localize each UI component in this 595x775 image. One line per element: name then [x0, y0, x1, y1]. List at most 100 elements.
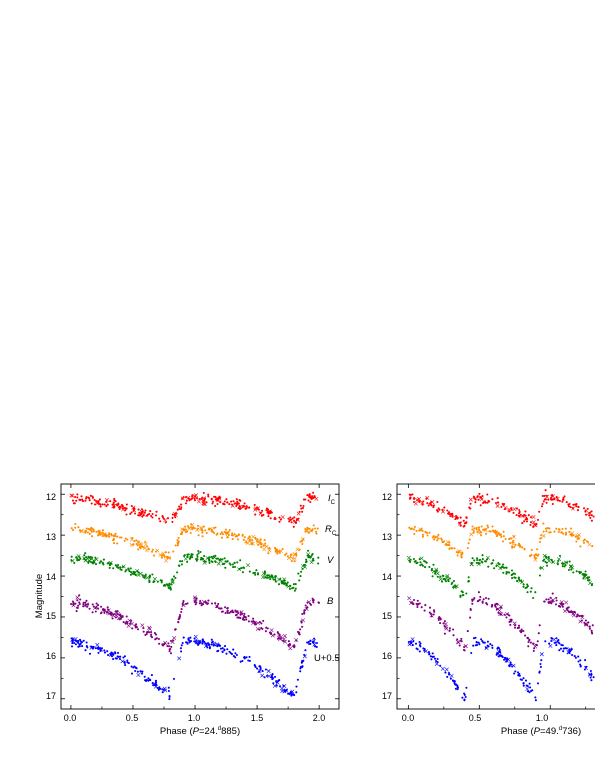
right-ytick-label: 15 [382, 611, 392, 621]
data-point-b [116, 616, 121, 621]
data-point-i [577, 505, 580, 509]
data-point-i [531, 515, 536, 520]
data-point-u [301, 660, 304, 663]
data-point-v [176, 571, 179, 574]
data-point-i [463, 522, 466, 525]
data-point-b [200, 602, 203, 605]
data-point-v [191, 556, 194, 559]
data-point-u [143, 675, 146, 678]
data-point-v [301, 567, 304, 571]
data-point-v [87, 561, 90, 564]
data-point-r [163, 555, 166, 558]
data-point-i [477, 498, 480, 501]
data-point-u [555, 637, 558, 640]
data-point-v [425, 561, 428, 564]
data-point-b [105, 610, 110, 615]
data-point-r [86, 531, 89, 534]
data-point-b [309, 602, 312, 605]
data-point-u [206, 646, 209, 649]
data-point-v [502, 571, 505, 574]
data-point-b [261, 627, 264, 630]
data-point-b [559, 605, 562, 608]
data-point-i [500, 505, 503, 508]
data-point-i [104, 498, 109, 503]
data-point-v [435, 571, 440, 576]
data-point-b [456, 638, 459, 641]
data-point-i [586, 507, 589, 510]
band-label-b: B [327, 596, 334, 607]
data-point-r [220, 536, 224, 539]
data-point-i [459, 516, 462, 519]
data-point-u [123, 655, 126, 658]
data-point-u [299, 670, 302, 673]
data-point-b [295, 639, 298, 642]
data-point-v [231, 563, 234, 566]
data-point-i [292, 525, 295, 528]
data-point-i [449, 515, 452, 518]
data-point-r [478, 529, 481, 532]
data-point-i [125, 507, 128, 510]
data-point-u [315, 641, 318, 645]
data-point-i [202, 499, 205, 502]
data-point-u [472, 644, 475, 647]
data-point-u [524, 679, 528, 682]
data-point-r [495, 535, 498, 538]
data-point-v [475, 561, 478, 565]
data-point-r [212, 526, 216, 530]
data-point-v [502, 563, 505, 566]
data-point-b [516, 627, 519, 630]
data-point-i [545, 501, 548, 504]
data-point-v [492, 559, 495, 562]
data-point-v [260, 575, 265, 580]
data-point-v [542, 553, 547, 558]
data-point-b [147, 626, 152, 631]
data-point-i [413, 497, 416, 501]
data-point-i [267, 515, 270, 518]
data-point-v [159, 579, 162, 582]
data-point-i [486, 493, 489, 496]
data-point-i [550, 498, 553, 501]
data-point-r [475, 528, 478, 531]
data-point-u [309, 639, 312, 642]
data-point-b [243, 618, 246, 621]
data-point-r [587, 542, 592, 547]
data-point-v [579, 571, 582, 574]
data-point-u [161, 688, 164, 691]
data-point-r [274, 548, 277, 551]
data-point-v [197, 549, 200, 553]
data-point-u [313, 637, 316, 640]
band-label-rc: RC [325, 524, 337, 537]
data-point-r [419, 529, 422, 532]
data-point-b [458, 644, 461, 647]
data-point-u [161, 691, 164, 694]
data-point-u [295, 685, 298, 688]
data-point-b [303, 611, 306, 614]
data-point-v [556, 557, 562, 562]
left-ytick-label: 15 [46, 611, 56, 621]
data-point-r [472, 529, 475, 533]
data-point-u [423, 649, 428, 654]
data-point-v [143, 576, 146, 579]
data-point-i [89, 494, 92, 497]
data-point-b [543, 600, 546, 603]
data-point-b [562, 603, 565, 606]
data-point-b [312, 601, 315, 604]
data-point-r [116, 542, 119, 545]
data-point-b [547, 598, 550, 601]
data-point-u [538, 671, 541, 674]
data-point-v [254, 573, 257, 576]
data-point-v [210, 560, 213, 563]
data-point-b [136, 628, 140, 631]
data-point-i [590, 510, 593, 513]
data-point-b [437, 617, 440, 620]
data-point-r [144, 540, 147, 543]
data-point-u [70, 637, 75, 642]
data-point-i [558, 499, 561, 502]
data-point-v [183, 554, 186, 558]
data-point-r [256, 538, 259, 541]
data-point-b [459, 639, 462, 642]
data-point-v [419, 561, 422, 564]
data-point-i [81, 500, 85, 503]
data-point-u [265, 674, 269, 677]
data-point-v [294, 583, 297, 586]
